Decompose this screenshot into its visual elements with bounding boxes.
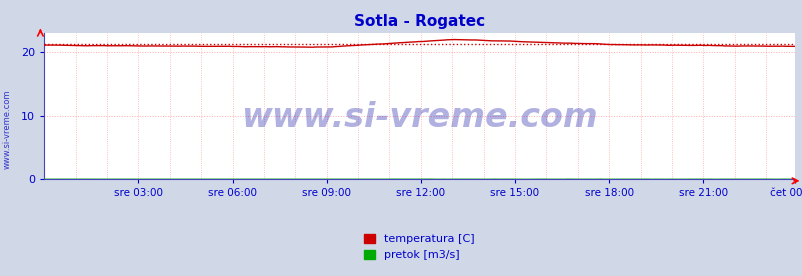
Text: www.si-vreme.com: www.si-vreme.com <box>241 102 597 134</box>
Title: Sotla - Rogatec: Sotla - Rogatec <box>354 14 484 29</box>
Legend: temperatura [C], pretok [m3/s]: temperatura [C], pretok [m3/s] <box>359 229 479 264</box>
Text: www.si-vreme.com: www.si-vreme.com <box>2 90 11 169</box>
